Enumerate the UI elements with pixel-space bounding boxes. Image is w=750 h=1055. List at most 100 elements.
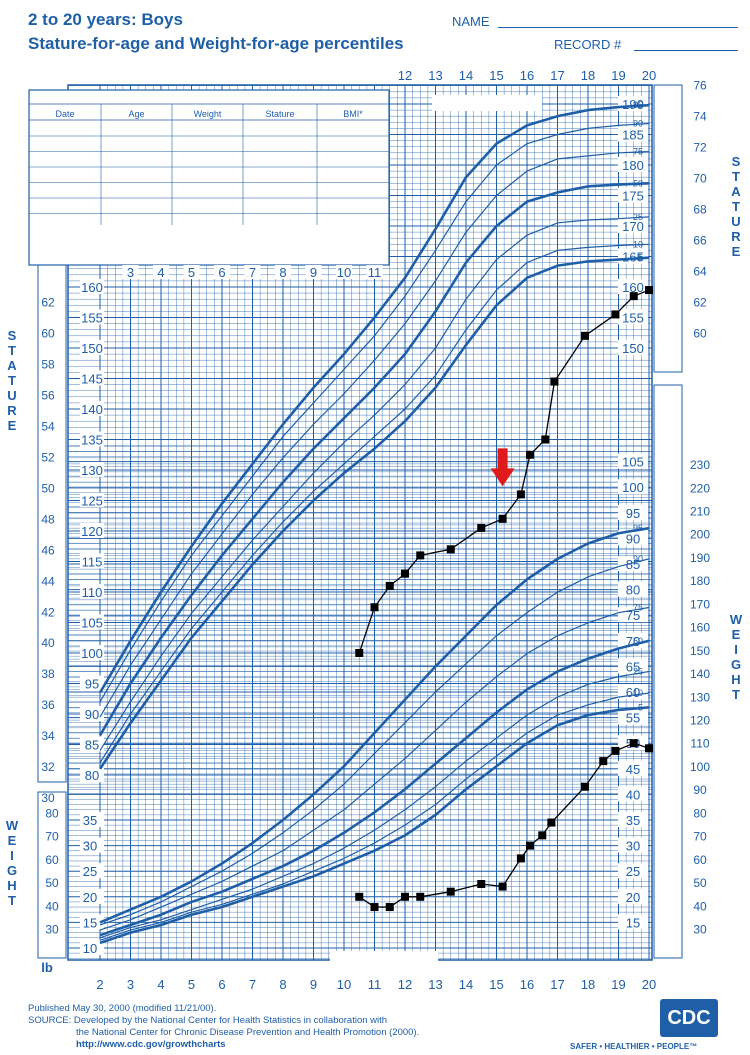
stature-side-label-left: E	[8, 418, 17, 433]
patient-weight-point	[355, 892, 364, 901]
weight-lb-tick-right: 110	[690, 737, 709, 751]
age-tick-bg	[396, 977, 414, 991]
age-tick-bottom: 5	[188, 977, 195, 992]
stature-side-label-right: U	[731, 214, 740, 229]
stature-cm-tick-right: 190	[622, 97, 644, 112]
weight-side-label-left: W	[6, 818, 19, 833]
patient-stature-point	[611, 310, 620, 319]
weight-kg-tick-right: 85	[626, 557, 640, 572]
stature-cm-tick: 90	[85, 707, 99, 722]
cm-tick-bg	[80, 645, 104, 660]
age-tick-bg	[275, 265, 291, 279]
patient-weight-point	[498, 882, 507, 891]
stature-cm-tick: 155	[81, 311, 103, 326]
cm-tick-bg	[80, 523, 104, 538]
age-tick-bg	[518, 977, 536, 991]
weight-lb-tick-right: 140	[690, 667, 710, 681]
stature-cm-tick: 80	[85, 768, 99, 783]
age-tick-bg	[426, 69, 445, 83]
weight-lb-tick: 80	[45, 806, 59, 820]
stature-percentile-label: 50	[633, 178, 643, 188]
cm-tick-bg	[618, 126, 648, 142]
age-tick-top: 13	[428, 68, 442, 83]
weight-kg-tick-right: 15	[626, 915, 640, 930]
patient-stature-point	[477, 523, 486, 532]
stature-percentile-p25	[99, 216, 650, 751]
patient-stature-point	[526, 450, 535, 459]
cm-tick-bg	[618, 187, 648, 203]
lb-scale-box-right	[653, 384, 683, 959]
age-tick-upper: 8	[279, 265, 286, 280]
stature-in-tick: 38	[41, 667, 55, 681]
cm-tick-bg	[80, 431, 104, 447]
age-tick-bg	[548, 69, 567, 83]
weight-side-label-right: G	[731, 657, 741, 672]
patient-stature-point	[446, 545, 455, 554]
age-tick-bg	[579, 977, 597, 991]
age-tick-bg	[304, 977, 323, 991]
age-tick-bg	[153, 265, 169, 279]
stature-cm-tick: 145	[81, 372, 103, 387]
weight-percentile-p25	[99, 670, 650, 939]
weight-percentile-p90	[99, 558, 650, 926]
kg-tick-bg	[618, 658, 648, 674]
age-tick-bg	[244, 265, 261, 279]
age-tick-bottom: 20	[642, 977, 656, 992]
weight-kg-tick: 35	[83, 813, 97, 828]
kg-tick-bg	[618, 453, 648, 469]
table-col-date: Date	[55, 109, 74, 119]
stature-cm-tick-right: 175	[622, 189, 644, 204]
kg-tick-bg	[618, 504, 648, 520]
stature-cm-tick: 150	[81, 341, 103, 356]
age-tick-bottom: 6	[218, 977, 225, 992]
kg-tick-bg	[618, 479, 648, 495]
cm-tick-bg	[80, 675, 104, 691]
patient-stature-point	[370, 603, 379, 612]
source-note-1: SOURCE: Developed by the National Center…	[28, 1015, 388, 1026]
stature-in-tick: 58	[41, 357, 55, 371]
stature-in-tick: 42	[41, 605, 55, 619]
weight-side-label-left: H	[7, 878, 16, 893]
stature-cm-tick-right: 180	[622, 158, 644, 173]
stature-percentile-p10	[99, 243, 650, 764]
weight-percentile-label: 5	[638, 702, 643, 712]
weight-kg-tick-right: 30	[626, 839, 640, 854]
cm-tick-bg	[618, 309, 648, 325]
stature-side-label-left: S	[8, 328, 17, 343]
published-note: Published May 30, 2000 (modified 11/21/0…	[28, 1003, 217, 1014]
weight-kg-tick-right: 35	[626, 813, 640, 828]
weight-lb-tick-right: 90	[693, 783, 707, 797]
record-field[interactable]	[634, 50, 738, 51]
red-arrow-marker	[490, 448, 515, 487]
patient-stature-point	[416, 551, 425, 560]
stature-cm-tick: 110	[82, 585, 103, 600]
age-tick-upper: 7	[249, 265, 256, 280]
age-tick-bottom: 7	[249, 977, 256, 992]
stature-in-tick: 52	[41, 450, 55, 464]
weight-side-label-left: T	[8, 893, 16, 908]
url-link[interactable]: http://www.cdc.gov/growthcharts	[76, 1039, 226, 1050]
kg-tick-bg	[80, 863, 104, 879]
stature-cm-tick: 105	[81, 616, 103, 631]
cm-tick-bg	[618, 279, 648, 294]
weight-side-label-right: H	[731, 672, 740, 687]
age-tick-upper: 5	[188, 265, 195, 280]
age-tick-bg	[152, 977, 170, 991]
age-tick-bottom: 4	[157, 977, 164, 992]
name-field[interactable]	[498, 27, 738, 28]
stature-in-tick: 30	[41, 791, 55, 805]
age-tick-bottom: 18	[581, 977, 595, 992]
weight-percentile-p75	[99, 606, 650, 931]
stature-in-tick: 34	[41, 729, 55, 743]
stature-cm-tick: 85	[85, 738, 99, 753]
weight-lb-tick-right: 190	[690, 551, 710, 565]
stature-cm-tick: 120	[81, 524, 103, 539]
stature-percentile-label: 25	[633, 212, 643, 222]
weight-lb-tick: 60	[45, 853, 59, 867]
stature-side-label-right: A	[731, 184, 741, 199]
weight-percentile-p50	[99, 639, 650, 937]
patient-stature-point	[401, 569, 409, 578]
weight-kg-tick-right: 90	[626, 531, 640, 546]
patient-stature-point	[550, 377, 559, 386]
lb-scale-box-left	[37, 791, 67, 959]
